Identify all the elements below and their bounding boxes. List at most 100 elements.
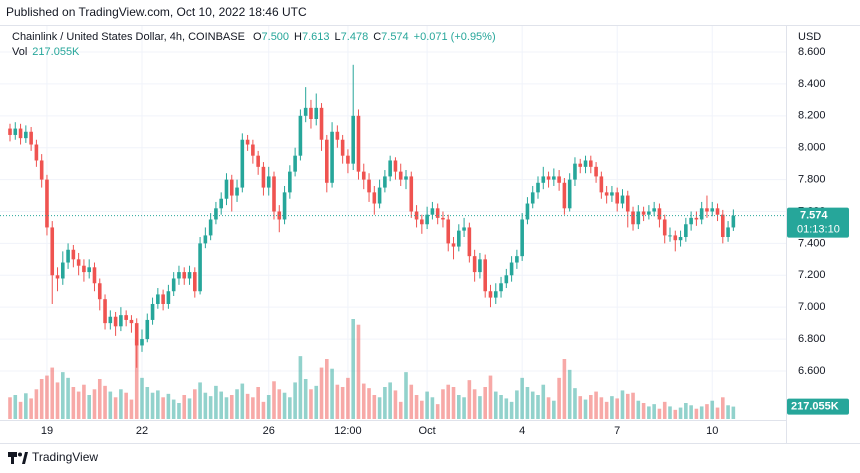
candle-body: [604, 192, 609, 196]
volume-badge: [787, 398, 849, 415]
volume-bar: [589, 395, 593, 419]
candle-body: [562, 182, 567, 209]
candle-body: [39, 160, 44, 180]
volume-bar: [578, 396, 583, 419]
volume-bar: [219, 391, 223, 419]
volume-bar: [705, 404, 709, 419]
candle-body: [567, 179, 572, 209]
candle-body: [87, 267, 91, 273]
candle-body: [594, 166, 598, 177]
candle-body: [657, 208, 662, 220]
candle-body: [92, 267, 97, 284]
candle-body: [699, 208, 704, 220]
volume-bar: [103, 385, 107, 419]
volume-bar: [562, 359, 567, 419]
candle-body: [520, 219, 524, 257]
y-tick-label: 8.000: [798, 142, 826, 154]
volume-bar: [203, 392, 208, 419]
candle-body: [76, 259, 81, 266]
volume-bar: [636, 400, 641, 419]
volume-bar: [472, 389, 477, 419]
candle-body: [515, 256, 519, 263]
candle-body: [483, 259, 487, 292]
volume-bar: [50, 367, 55, 419]
volume-bar: [451, 387, 456, 419]
volume-bar: [45, 375, 49, 419]
volume-bar: [499, 395, 503, 419]
candle-body: [309, 107, 313, 120]
volume-bar: [372, 395, 377, 419]
volume-bar: [340, 387, 345, 419]
candle-body: [573, 163, 577, 180]
candle-body: [652, 208, 656, 212]
candle-body: [50, 227, 55, 276]
volume-bar: [721, 397, 725, 419]
candle-body: [82, 265, 86, 273]
candle-body: [177, 272, 181, 279]
volume-bar: [18, 401, 23, 419]
volume-bar: [351, 319, 355, 419]
volume-bar: [414, 395, 419, 419]
volume-bar: [288, 397, 292, 419]
candle-body: [589, 160, 593, 167]
volume-bar: [171, 399, 176, 419]
volume-bar: [731, 406, 736, 419]
candle-body: [467, 227, 472, 257]
legend-value: 7.478: [341, 31, 369, 43]
volume-title: Vol: [12, 46, 27, 58]
candle-body: [420, 219, 424, 225]
candle-body: [224, 179, 229, 199]
x-tick-label: 26: [263, 425, 275, 437]
volume-bar: [678, 407, 683, 419]
volume-bar: [430, 397, 435, 419]
volume-bar: [604, 401, 609, 419]
volume-bar: [161, 397, 165, 419]
volume-bar: [330, 368, 334, 419]
y-tick-label: 7.400: [798, 237, 826, 249]
volume-legend: Vol 217.055K: [12, 46, 80, 58]
brand: TradingView: [32, 450, 98, 464]
candle-body: [119, 315, 123, 327]
candle-body: [145, 319, 150, 340]
candle-body: [668, 235, 672, 237]
candle-body: [97, 283, 102, 300]
volume-bar: [108, 391, 113, 419]
candle-body: [435, 208, 440, 218]
legend-value: 7.613: [302, 31, 330, 43]
volume-bar: [441, 389, 445, 419]
candle-body: [525, 203, 530, 220]
volume-bar: [652, 404, 656, 419]
volume-bar: [66, 377, 70, 419]
candle-body: [472, 256, 477, 273]
candle-body: [647, 211, 651, 215]
candle-body: [314, 107, 319, 120]
legend-value: 7.574: [381, 31, 409, 43]
candle-body: [721, 214, 725, 238]
legend-key: H: [294, 31, 302, 43]
candle-body: [578, 163, 583, 167]
volume-bar: [71, 387, 76, 419]
candle-body: [641, 211, 646, 215]
volume-bar: [282, 392, 287, 419]
candle-body: [404, 176, 408, 180]
publisher-note: Published on TradingView.com, Oct 10, 20…: [6, 5, 307, 19]
volume-bar: [55, 382, 60, 419]
candle-body: [182, 272, 187, 279]
volume-bar: [694, 408, 699, 419]
volume-bar: [425, 391, 429, 419]
candle-body: [361, 171, 366, 180]
candle-body: [34, 144, 39, 161]
volume-value: 217.055K: [32, 46, 80, 58]
volume-bar: [156, 390, 160, 419]
candle-body: [599, 176, 604, 193]
volume-bar: [187, 398, 192, 419]
volume-badge-label: 217.055K: [791, 401, 839, 413]
candle-body: [330, 131, 334, 183]
candle-body: [367, 179, 371, 193]
volume-bar: [388, 382, 392, 419]
candle-body: [726, 227, 730, 238]
volume-bar: [462, 397, 466, 419]
volume-bar: [119, 389, 123, 419]
candle-body: [536, 182, 540, 193]
volume-bar: [467, 380, 472, 419]
